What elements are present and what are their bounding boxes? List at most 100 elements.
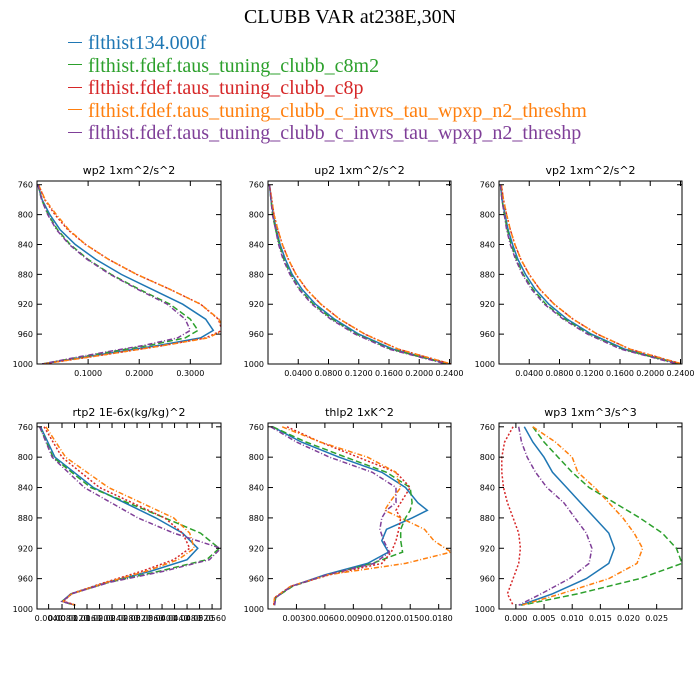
y-tick-label: 760: [480, 423, 495, 432]
x-tick-label: 0.020: [617, 614, 640, 623]
y-tick-label: 1000: [244, 360, 264, 369]
y-tick-label: 760: [18, 181, 33, 190]
y-tick-label: 840: [18, 240, 33, 249]
series-line: [39, 426, 221, 606]
series-line: [521, 426, 682, 606]
x-tick-label: 0.2000: [125, 369, 153, 378]
y-tick-label: 960: [249, 330, 264, 339]
x-tick-label: 0.015: [589, 614, 612, 623]
x-tick-label: 0.0480: [173, 614, 201, 623]
legend-swatch-4: [68, 131, 82, 133]
plot-frame: [36, 422, 222, 610]
x-tick-label: 0.0030: [282, 614, 310, 623]
series-line: [268, 184, 451, 364]
x-tick-label: 0.1600: [375, 369, 403, 378]
x-tick-label: 0.1200: [576, 369, 604, 378]
series-line: [37, 184, 221, 364]
legend-item: flthist.fdef.taus_tuning_clubb_c_invrs_t…: [68, 100, 587, 123]
legend-item: flthist.fdef.taus_tuning_clubb_c8m2: [68, 55, 587, 78]
x-tick-label: 0.0800: [314, 369, 342, 378]
series-line: [37, 184, 192, 364]
y-tick-label: 1000: [13, 605, 33, 614]
y-tick-label: 800: [18, 211, 33, 220]
y-tick-label: 960: [480, 575, 495, 584]
x-tick-label: 0.0240: [98, 614, 126, 623]
y-tick-label: 840: [480, 240, 495, 249]
series-line: [521, 426, 644, 606]
y-tick-label: 760: [249, 423, 264, 432]
legend-label-2: flthist.fdef.taus_tuning_clubb_c8p: [88, 77, 364, 99]
y-tick-label: 960: [18, 575, 33, 584]
y-tick-label: 800: [249, 453, 264, 462]
legend-swatch-1: [68, 64, 82, 66]
x-tick-label: 0.2400: [435, 369, 463, 378]
x-tick-label: 0.0160: [73, 614, 101, 623]
x-tick-label: 0.0120: [368, 614, 396, 623]
y-tick-label: 880: [18, 270, 33, 279]
y-tick-label: 760: [249, 181, 264, 190]
legend-item: flthist.fdef.taus_tuning_clubb_c_invrs_t…: [68, 122, 587, 145]
x-tick-label: 0.1000: [74, 369, 102, 378]
legend-label-1: flthist.fdef.taus_tuning_clubb_c8m2: [88, 54, 380, 77]
x-tick-label: 0.000: [504, 614, 527, 623]
y-tick-label: 880: [249, 270, 264, 279]
series-line: [499, 184, 680, 364]
y-tick-label: 800: [18, 453, 33, 462]
series-line: [520, 426, 616, 606]
y-tick-label: 1000: [244, 605, 264, 614]
legend-label-3: flthist.fdef.taus_tuning_clubb_c_invrs_t…: [88, 99, 587, 122]
series-line: [499, 184, 678, 364]
series-line: [270, 426, 397, 606]
x-tick-label: 0.0800: [545, 369, 573, 378]
x-tick-label: 0.025: [645, 614, 668, 623]
y-tick-label: 800: [249, 211, 264, 220]
y-tick-label: 920: [18, 300, 33, 309]
series-line: [37, 184, 221, 364]
x-tick-label: 0.0090: [339, 614, 367, 623]
x-tick-label: 0.0400: [515, 369, 543, 378]
x-tick-label: 0.005: [533, 614, 556, 623]
y-tick-label: 1000: [13, 360, 33, 369]
series-line: [272, 426, 413, 606]
y-tick-label: 1000: [475, 605, 495, 614]
x-tick-label: 0.0080: [48, 614, 76, 623]
series-line: [500, 184, 682, 364]
plot-frame: [267, 422, 452, 610]
x-tick-label: 0.0400: [148, 614, 176, 623]
y-tick-label: 760: [480, 181, 495, 190]
plot-frame: [267, 180, 452, 365]
x-tick-label: 0.1600: [606, 369, 634, 378]
plot-frame: [498, 180, 683, 365]
x-tick-label: 0.010: [561, 614, 584, 623]
y-tick-label: 920: [249, 300, 264, 309]
legend-item: flthist134.000f: [68, 32, 587, 55]
series-line: [37, 184, 200, 364]
x-tick-label: 0.0520: [186, 614, 214, 623]
x-tick-label: 0.0440: [161, 614, 189, 623]
x-tick-label: 0.0200: [86, 614, 114, 623]
series-line: [501, 426, 522, 606]
legend-item: flthist.fdef.taus_tuning_clubb_c8p: [68, 77, 587, 100]
legend-swatch-0: [68, 41, 82, 43]
x-tick-label: 0.0560: [198, 614, 226, 623]
y-tick-label: 840: [249, 484, 264, 493]
y-tick-label: 1000: [475, 360, 495, 369]
panel-title: wp2 1xm^2/s^2: [83, 164, 176, 177]
series-line: [39, 426, 221, 606]
x-tick-label: 0.0150: [396, 614, 424, 623]
y-tick-label: 880: [249, 514, 264, 523]
x-tick-label: 0.0360: [136, 614, 164, 623]
series-line: [499, 184, 681, 364]
y-tick-label: 960: [249, 575, 264, 584]
x-tick-label: 0.1200: [345, 369, 373, 378]
y-tick-label: 880: [480, 514, 495, 523]
x-tick-label: 0.0180: [425, 614, 453, 623]
x-tick-label: 0.0320: [123, 614, 151, 623]
panel-title: up2 1xm^2/s^2: [314, 164, 405, 177]
y-tick-label: 800: [480, 453, 495, 462]
series-line: [272, 426, 451, 606]
x-tick-label: 0.2000: [405, 369, 433, 378]
legend-swatch-2: [68, 86, 82, 88]
x-tick-label: 0.0400: [284, 369, 312, 378]
